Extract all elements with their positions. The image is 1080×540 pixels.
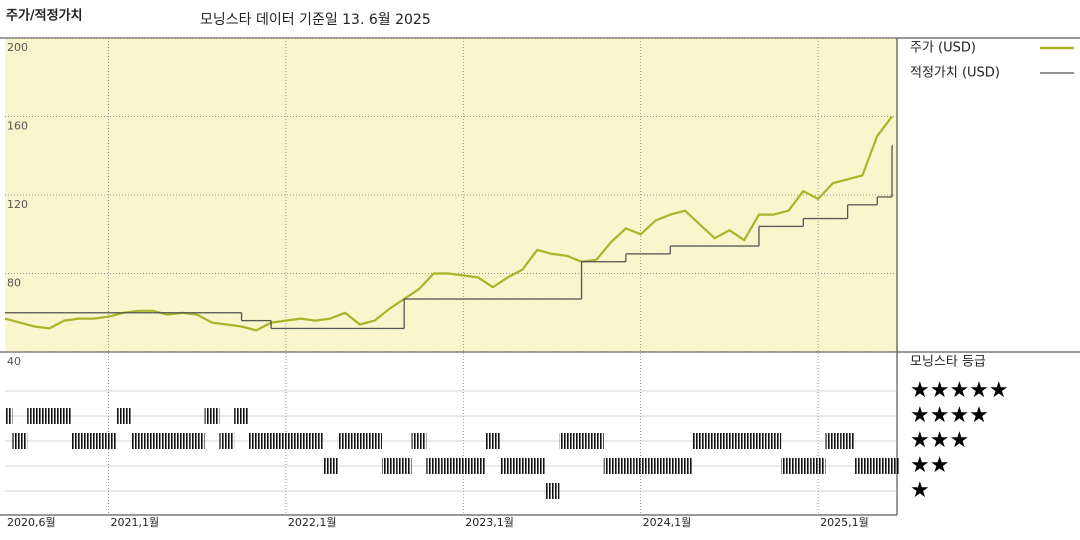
rating-bar <box>278 433 294 449</box>
rating-bar <box>352 433 368 449</box>
rating-bar <box>204 408 220 424</box>
rating-bar <box>219 433 235 449</box>
rating-bar <box>86 433 102 449</box>
rating-bar <box>559 433 575 449</box>
rating-bar <box>884 458 900 474</box>
rating-bar <box>840 433 856 449</box>
rating-bar <box>485 433 501 449</box>
rating-bar <box>677 458 693 474</box>
price-line <box>4 115 893 332</box>
rating-bar <box>855 458 870 474</box>
rating-bar <box>707 433 722 449</box>
x-tick-label: 2025,1월 <box>820 516 869 529</box>
rating-bar <box>5 408 13 424</box>
y-tick-label: 160 <box>7 120 28 133</box>
rating-bar <box>322 458 338 474</box>
legend-label: 주가 (USD) <box>910 41 976 56</box>
rating-bar <box>736 433 752 449</box>
rating-bar <box>781 458 796 474</box>
plot-background <box>5 38 897 352</box>
x-tick-label: 2021,1월 <box>110 516 159 529</box>
rating-bar <box>160 433 176 449</box>
rating-bar <box>337 433 353 449</box>
rating-bar <box>12 433 28 449</box>
rating-bar <box>795 458 811 474</box>
legend-label: 적정가치 (USD) <box>910 66 1000 81</box>
rating-bar <box>145 433 161 449</box>
rating-bar <box>115 408 131 424</box>
rating-bar <box>500 458 516 474</box>
rating-bar <box>869 458 885 474</box>
rating-bar <box>396 458 412 474</box>
rating-label: ★ <box>910 478 930 503</box>
chart-title: 주가/적정가치 <box>6 8 83 24</box>
rating-bar <box>441 458 456 474</box>
rating-bar <box>603 458 619 474</box>
rating-bar <box>544 483 560 499</box>
x-tick-label: 2024,1월 <box>643 516 692 529</box>
y-tick-label: 40 <box>7 355 21 368</box>
rating-bar <box>308 433 323 449</box>
rating-bar <box>574 433 589 449</box>
y-tick-label: 80 <box>7 277 21 290</box>
rating-bar <box>263 433 279 449</box>
rating-bar <box>692 433 708 449</box>
rating-bar <box>411 433 427 449</box>
rating-label: ★★ <box>910 453 949 478</box>
rating-bar <box>381 458 397 474</box>
rating-bar <box>234 408 249 424</box>
rating-bar <box>470 458 486 474</box>
rating-bar <box>515 458 530 474</box>
rating-bar <box>130 433 146 449</box>
rating-label: ★★★★★ <box>910 378 1009 403</box>
rating-bar <box>721 433 737 449</box>
rating-bar <box>751 433 767 449</box>
rating-bar <box>293 433 309 449</box>
rating-bar <box>41 408 57 424</box>
rating-bar <box>633 458 649 474</box>
rating-bar <box>588 433 604 449</box>
rating-bar <box>426 458 442 474</box>
rating-label: ★★★★ <box>910 403 989 428</box>
x-tick-label: 2020,6월 <box>7 516 56 529</box>
rating-bar <box>56 408 72 424</box>
rating-bar <box>766 433 782 449</box>
rating-bar <box>175 433 190 449</box>
rating-bar <box>101 433 116 449</box>
rating-bar <box>189 433 205 449</box>
rating-bar <box>27 408 42 424</box>
rating-bar <box>529 458 545 474</box>
y-tick-label: 120 <box>7 198 28 211</box>
rating-bar <box>825 433 841 449</box>
x-tick-label: 2022,1월 <box>288 516 337 529</box>
rating-bar <box>367 433 382 449</box>
rating-bar <box>662 458 678 474</box>
x-tick-label: 2023,1월 <box>465 516 514 529</box>
chart-subtitle: 모닝스타 데이터 기준일 13. 6월 2025 <box>200 12 431 28</box>
rating-title: 모닝스타 등급 <box>910 355 986 370</box>
rating-bar <box>648 458 663 474</box>
rating-bar <box>71 433 87 449</box>
rating-bar <box>248 433 264 449</box>
rating-bar <box>618 458 634 474</box>
rating-bar <box>810 458 826 474</box>
rating-bar <box>455 458 471 474</box>
y-tick-label: 200 <box>7 41 28 54</box>
rating-label: ★★★ <box>910 428 969 453</box>
